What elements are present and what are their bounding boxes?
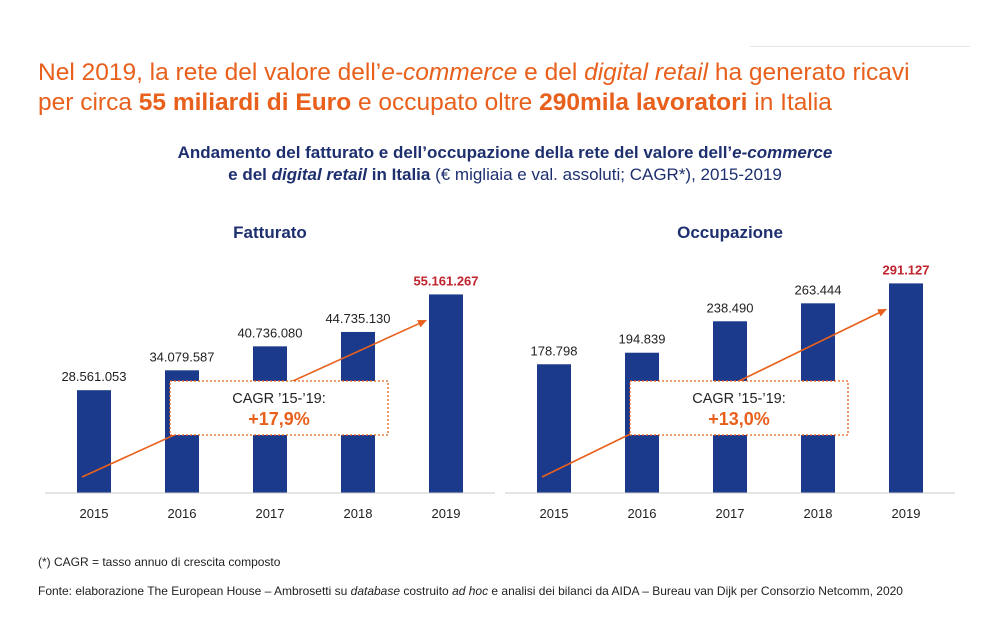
x-tick-2018: 2018 bbox=[804, 506, 833, 521]
headline-text: ha generato ricavi bbox=[708, 59, 910, 86]
headline-bold-workers: 290mila lavoratori bbox=[539, 89, 748, 116]
subtitle-text: Andamento del fatturato e dell’occupazio… bbox=[177, 143, 733, 162]
bar-2019 bbox=[429, 294, 463, 493]
headline-bold-revenue: 55 miliardi di Euro bbox=[138, 89, 352, 116]
x-tick-2019: 2019 bbox=[892, 506, 921, 521]
top-divider bbox=[750, 46, 970, 47]
cagr-box bbox=[169, 380, 389, 436]
subtitle-italic-digital-retail: digital retail bbox=[271, 165, 368, 184]
data-label-2016: 34.079.587 bbox=[149, 349, 214, 364]
headline-text: in Italia bbox=[747, 89, 832, 116]
source-text: e analisi dei bilanci da AIDA – Bureau v… bbox=[488, 584, 903, 598]
x-tick-2017: 2017 bbox=[716, 506, 745, 521]
headline-italic-ecommerce: e-commerce bbox=[381, 59, 518, 86]
cagr-value: +17,9% bbox=[248, 409, 310, 429]
chart-occupazione: Occupazione 178.798 2015 194.839 2016 238.490… bbox=[505, 223, 955, 521]
x-tick-2015: 2015 bbox=[540, 506, 569, 521]
source-note: Fonte: elaborazione The European House –… bbox=[38, 584, 903, 598]
subtitle-italic-ecommerce: e-commerce bbox=[732, 143, 833, 162]
data-label-2015: 28.561.053 bbox=[61, 369, 126, 384]
cagr-value: +13,0% bbox=[708, 409, 770, 429]
headline-line-2: per circa 55 miliardi di Euro e occupato… bbox=[38, 88, 978, 118]
headline-text: e del bbox=[517, 59, 585, 86]
data-label-2018: 44.735.130 bbox=[325, 311, 390, 326]
chart-title-occupazione: Occupazione bbox=[677, 223, 783, 242]
chart-title-fatturato: Fatturato bbox=[233, 223, 307, 242]
x-tick-2016: 2016 bbox=[628, 506, 657, 521]
footnote: (*) CAGR = tasso annuo di crescita compo… bbox=[38, 555, 281, 569]
subtitle-text: e del bbox=[228, 165, 272, 184]
source-italic-database: database bbox=[350, 584, 401, 598]
subtitle-line-1: Andamento del fatturato e dell’occupazio… bbox=[60, 142, 950, 164]
headline-text: e occupato oltre bbox=[351, 89, 540, 116]
data-label-2018: 263.444 bbox=[795, 282, 842, 297]
chart-subtitle: Andamento del fatturato e dell’occupazio… bbox=[60, 142, 950, 186]
cagr-label: CAGR ’15-’19: bbox=[692, 391, 785, 407]
data-label-2016: 194.839 bbox=[619, 332, 666, 347]
source-italic-ad-hoc: ad hoc bbox=[452, 584, 489, 598]
headline-line-1: Nel 2019, la rete del valore dell’e-comm… bbox=[38, 58, 978, 88]
cagr-label: CAGR ’15-’19: bbox=[232, 391, 325, 407]
data-label-2015: 178.798 bbox=[531, 343, 578, 358]
cagr-box bbox=[629, 380, 849, 436]
headline-text: per circa bbox=[38, 89, 139, 116]
data-label-2017: 238.490 bbox=[707, 300, 754, 315]
data-label-2019: 55.161.267 bbox=[413, 273, 478, 288]
bar-2015 bbox=[537, 364, 571, 493]
x-tick-2016: 2016 bbox=[168, 506, 197, 521]
data-label-2019: 291.127 bbox=[883, 262, 930, 277]
headline-text: Nel 2019, la rete del valore dell’ bbox=[38, 59, 382, 86]
bar-2015 bbox=[77, 390, 111, 493]
x-tick-2019: 2019 bbox=[432, 506, 461, 521]
headline: Nel 2019, la rete del valore dell’e-comm… bbox=[38, 58, 978, 118]
chart-fatturato: Fatturato 28.561.053 2015 34.079.587 2016 40.… bbox=[45, 223, 495, 521]
subtitle-units: (€ migliaia e val. assoluti; CAGR*), 201… bbox=[430, 165, 782, 184]
source-text: costruito bbox=[400, 584, 453, 598]
subtitle-text: in Italia bbox=[367, 165, 431, 184]
bar-2019 bbox=[889, 283, 923, 493]
x-tick-2018: 2018 bbox=[344, 506, 373, 521]
source-text: Fonte: elaborazione The European House –… bbox=[38, 584, 351, 598]
headline-italic-digital-retail: digital retail bbox=[584, 59, 709, 86]
subtitle-line-2: e del digital retail in Italia (€ miglia… bbox=[60, 164, 950, 186]
data-label-2017: 40.736.080 bbox=[237, 325, 302, 340]
x-tick-2017: 2017 bbox=[256, 506, 285, 521]
x-tick-2015: 2015 bbox=[80, 506, 109, 521]
